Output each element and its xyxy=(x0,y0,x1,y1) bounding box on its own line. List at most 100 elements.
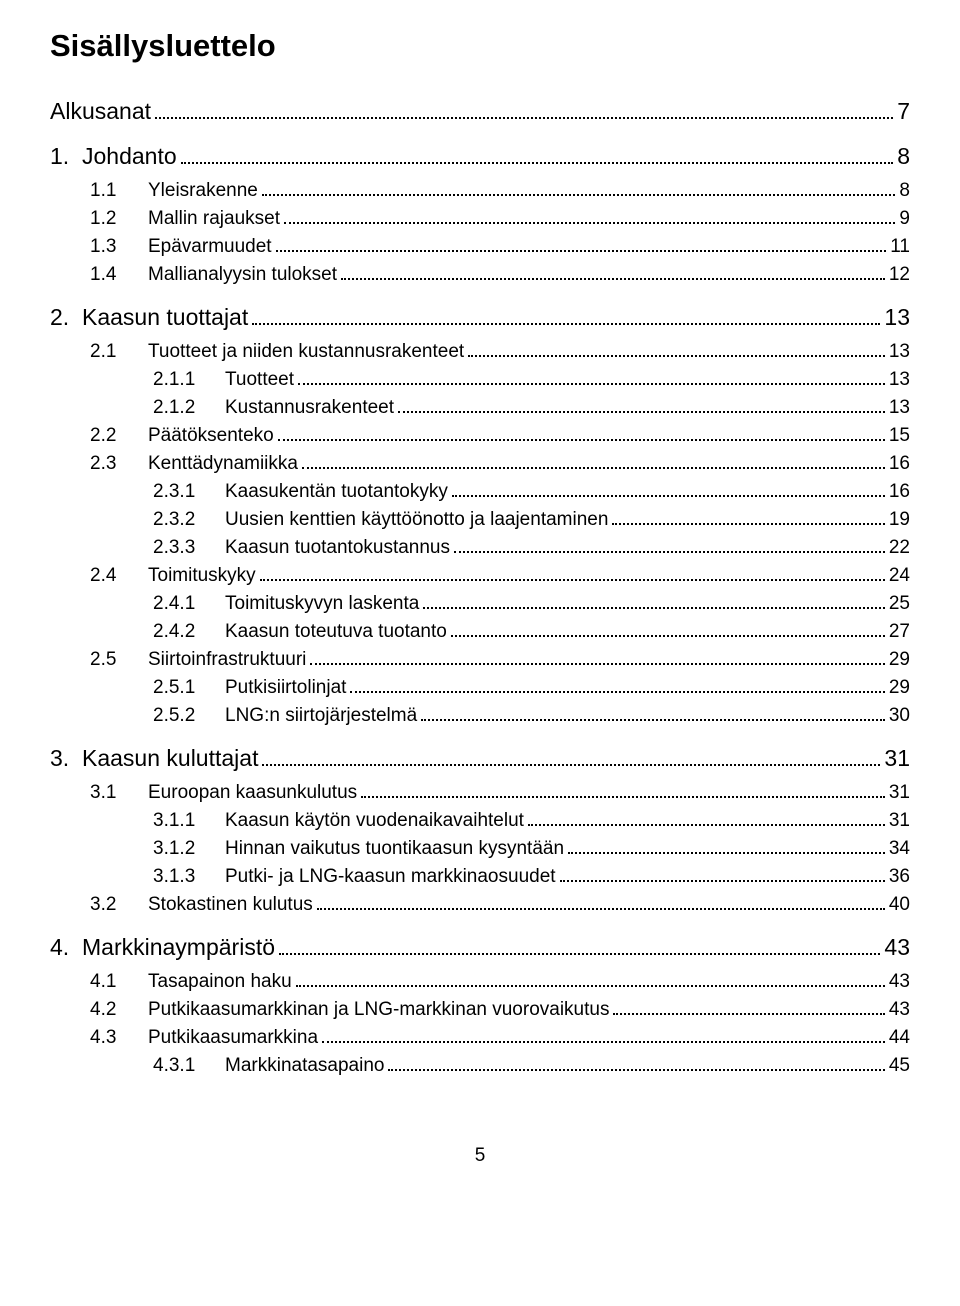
toc-entry-number: 2.3.3 xyxy=(153,537,225,559)
toc-leader-dots xyxy=(560,870,885,882)
toc-entry-label: 3.1.3Putki- ja LNG-kaasun markkinaosuude… xyxy=(153,866,556,888)
toc-entry-text: Stokastinen kulutus xyxy=(148,894,313,915)
toc-entry-text: Kaasun tuottajat xyxy=(82,304,248,330)
toc-entry-label: 2.1.1Tuotteet xyxy=(153,369,294,391)
toc-entry-label: 1.1Yleisrakenne xyxy=(90,180,258,202)
toc-leader-dots xyxy=(262,751,880,766)
toc-entry-text: Johdanto xyxy=(82,143,177,169)
toc-entry-label: 1.Johdanto xyxy=(50,143,177,170)
toc-leader-dots xyxy=(388,1059,884,1071)
toc-leader-dots xyxy=(613,1003,884,1015)
toc-leader-dots xyxy=(276,240,887,252)
toc-entry-number: 4.2 xyxy=(90,999,148,1021)
toc-leader-dots xyxy=(528,814,885,826)
toc-entry-number: 2.3.2 xyxy=(153,509,225,531)
toc-entry-number: 1.2 xyxy=(90,208,148,230)
toc-entry-page: 43 xyxy=(889,971,910,993)
toc-entry-number: 3.1.2 xyxy=(153,838,225,860)
toc-entry-text: Tuotteet xyxy=(225,369,294,390)
toc-entry-page: 45 xyxy=(889,1055,910,1077)
toc-entry-number: 2.5 xyxy=(90,649,148,671)
toc-entry: 2.4.2Kaasun toteutuva tuotanto 27 xyxy=(50,621,910,643)
toc-entry: 2.5.1Putkisiirtolinjat 29 xyxy=(50,677,910,699)
toc-leader-dots xyxy=(310,653,884,665)
toc-entry: 1.Johdanto 8 xyxy=(50,143,910,170)
toc-entry: 3.1.2Hinnan vaikutus tuontikaasun kysynt… xyxy=(50,838,910,860)
toc-leader-dots xyxy=(296,975,885,987)
toc-entry-text: Tuotteet ja niiden kustannusrakenteet xyxy=(148,341,464,362)
toc-entry-label: 2.2Päätöksenteko xyxy=(90,425,274,447)
toc-entry: 1.1Yleisrakenne 8 xyxy=(50,180,910,202)
toc-entry: 2.1.1Tuotteet 13 xyxy=(50,369,910,391)
toc-entry: 2.5.2LNG:n siirtojärjestelmä 30 xyxy=(50,705,910,727)
toc-entry-text: LNG:n siirtojärjestelmä xyxy=(225,705,417,726)
toc-entry-label: 2.4.1Toimituskyvyn laskenta xyxy=(153,593,419,615)
toc-entry-page: 13 xyxy=(889,397,910,419)
toc-leader-dots xyxy=(350,681,884,693)
toc-entry-page: 16 xyxy=(889,481,910,503)
toc-entry-label: 2.Kaasun tuottajat xyxy=(50,304,248,331)
toc-entry-page: 34 xyxy=(889,838,910,860)
toc-entry: 1.4Mallianalyysin tulokset 12 xyxy=(50,264,910,286)
toc-entry-page: 31 xyxy=(884,745,910,772)
toc-entry-text: Tasapainon haku xyxy=(148,971,292,992)
toc-entry: 3.1Euroopan kaasunkulutus 31 xyxy=(50,782,910,804)
toc-entry-page: 27 xyxy=(889,621,910,643)
toc-entry-page: 22 xyxy=(889,537,910,559)
toc-entry-page: 13 xyxy=(889,369,910,391)
toc-entry-label: Alkusanat xyxy=(50,98,151,125)
toc-entry-label: 1.3Epävarmuudet xyxy=(90,236,272,258)
toc-entry-text: Putki- ja LNG-kaasun markkinaosuudet xyxy=(225,866,556,887)
toc-entry-text: Kaasun kuluttajat xyxy=(82,745,258,771)
toc-leader-dots xyxy=(260,569,885,581)
toc-leader-dots xyxy=(568,842,885,854)
toc-entry: 2.3.2Uusien kenttien käyttöönotto ja laa… xyxy=(50,509,910,531)
toc-entry-number: 3.1.3 xyxy=(153,866,225,888)
toc-leader-dots xyxy=(278,429,885,441)
toc-entry-number: 4.1 xyxy=(90,971,148,993)
toc-entry-page: 11 xyxy=(890,236,910,258)
toc-entry-label: 1.4Mallianalyysin tulokset xyxy=(90,264,337,286)
toc-entry-number: 1.1 xyxy=(90,180,148,202)
toc-entry-label: 3.1.1Kaasun käytön vuodenaikavaihtelut xyxy=(153,810,524,832)
toc-entry: 2.3.3Kaasun tuotantokustannus 22 xyxy=(50,537,910,559)
toc-entry-number: 2. xyxy=(50,304,82,331)
toc-entry-number: 2.3 xyxy=(90,453,148,475)
toc-leader-dots xyxy=(322,1031,885,1043)
toc-entry-number: 2.5.1 xyxy=(153,677,225,699)
toc-leader-dots xyxy=(317,898,885,910)
toc-entry-number: 2.1 xyxy=(90,341,148,363)
toc-entry: 2.Kaasun tuottajat 13 xyxy=(50,304,910,331)
toc-entry-page: 40 xyxy=(889,894,910,916)
toc-entry: 4.2Putkikaasumarkkinan ja LNG-markkinan … xyxy=(50,999,910,1021)
toc-entry-page: 13 xyxy=(889,341,910,363)
toc-entry: 2.1Tuotteet ja niiden kustannusrakenteet… xyxy=(50,341,910,363)
toc-entry: 3.1.1Kaasun käytön vuodenaikavaihtelut 3… xyxy=(50,810,910,832)
toc-entry-label: 4.Markkinaympäristö xyxy=(50,934,275,961)
toc-entry-page: 43 xyxy=(884,934,910,961)
toc-leader-dots xyxy=(252,310,880,325)
toc-entry: 3.2Stokastinen kulutus 40 xyxy=(50,894,910,916)
toc-leader-dots xyxy=(155,104,893,119)
toc-leader-dots xyxy=(423,597,885,609)
toc-entry-page: 15 xyxy=(889,425,910,447)
toc-entry-page: 19 xyxy=(889,509,910,531)
toc-entry: 3.1.3Putki- ja LNG-kaasun markkinaosuude… xyxy=(50,866,910,888)
toc-entry-number: 1.3 xyxy=(90,236,148,258)
toc-entry-page: 8 xyxy=(897,143,910,170)
toc-entry-text: Kaasun toteutuva tuotanto xyxy=(225,621,447,642)
toc-entry-text: Putkikaasumarkkinan ja LNG-markkinan vuo… xyxy=(148,999,609,1020)
toc-entry-label: 4.2Putkikaasumarkkinan ja LNG-markkinan … xyxy=(90,999,609,1021)
toc-entry-page: 13 xyxy=(884,304,910,331)
toc-entry-number: 2.1.1 xyxy=(153,369,225,391)
toc-entry-number: 3. xyxy=(50,745,82,772)
toc-entry-label: 4.1Tasapainon haku xyxy=(90,971,292,993)
toc-entry-number: 2.4 xyxy=(90,565,148,587)
toc-entry-text: Siirtoinfrastruktuuri xyxy=(148,649,306,670)
toc-entry-label: 2.4Toimituskyky xyxy=(90,565,256,587)
toc-entry: Alkusanat 7 xyxy=(50,98,910,125)
toc-entry-text: Uusien kenttien käyttöönotto ja laajenta… xyxy=(225,509,608,530)
toc-entry-number: 3.1.1 xyxy=(153,810,225,832)
toc-entry-label: 1.2Mallin rajaukset xyxy=(90,208,280,230)
toc-entry-number: 2.1.2 xyxy=(153,397,225,419)
